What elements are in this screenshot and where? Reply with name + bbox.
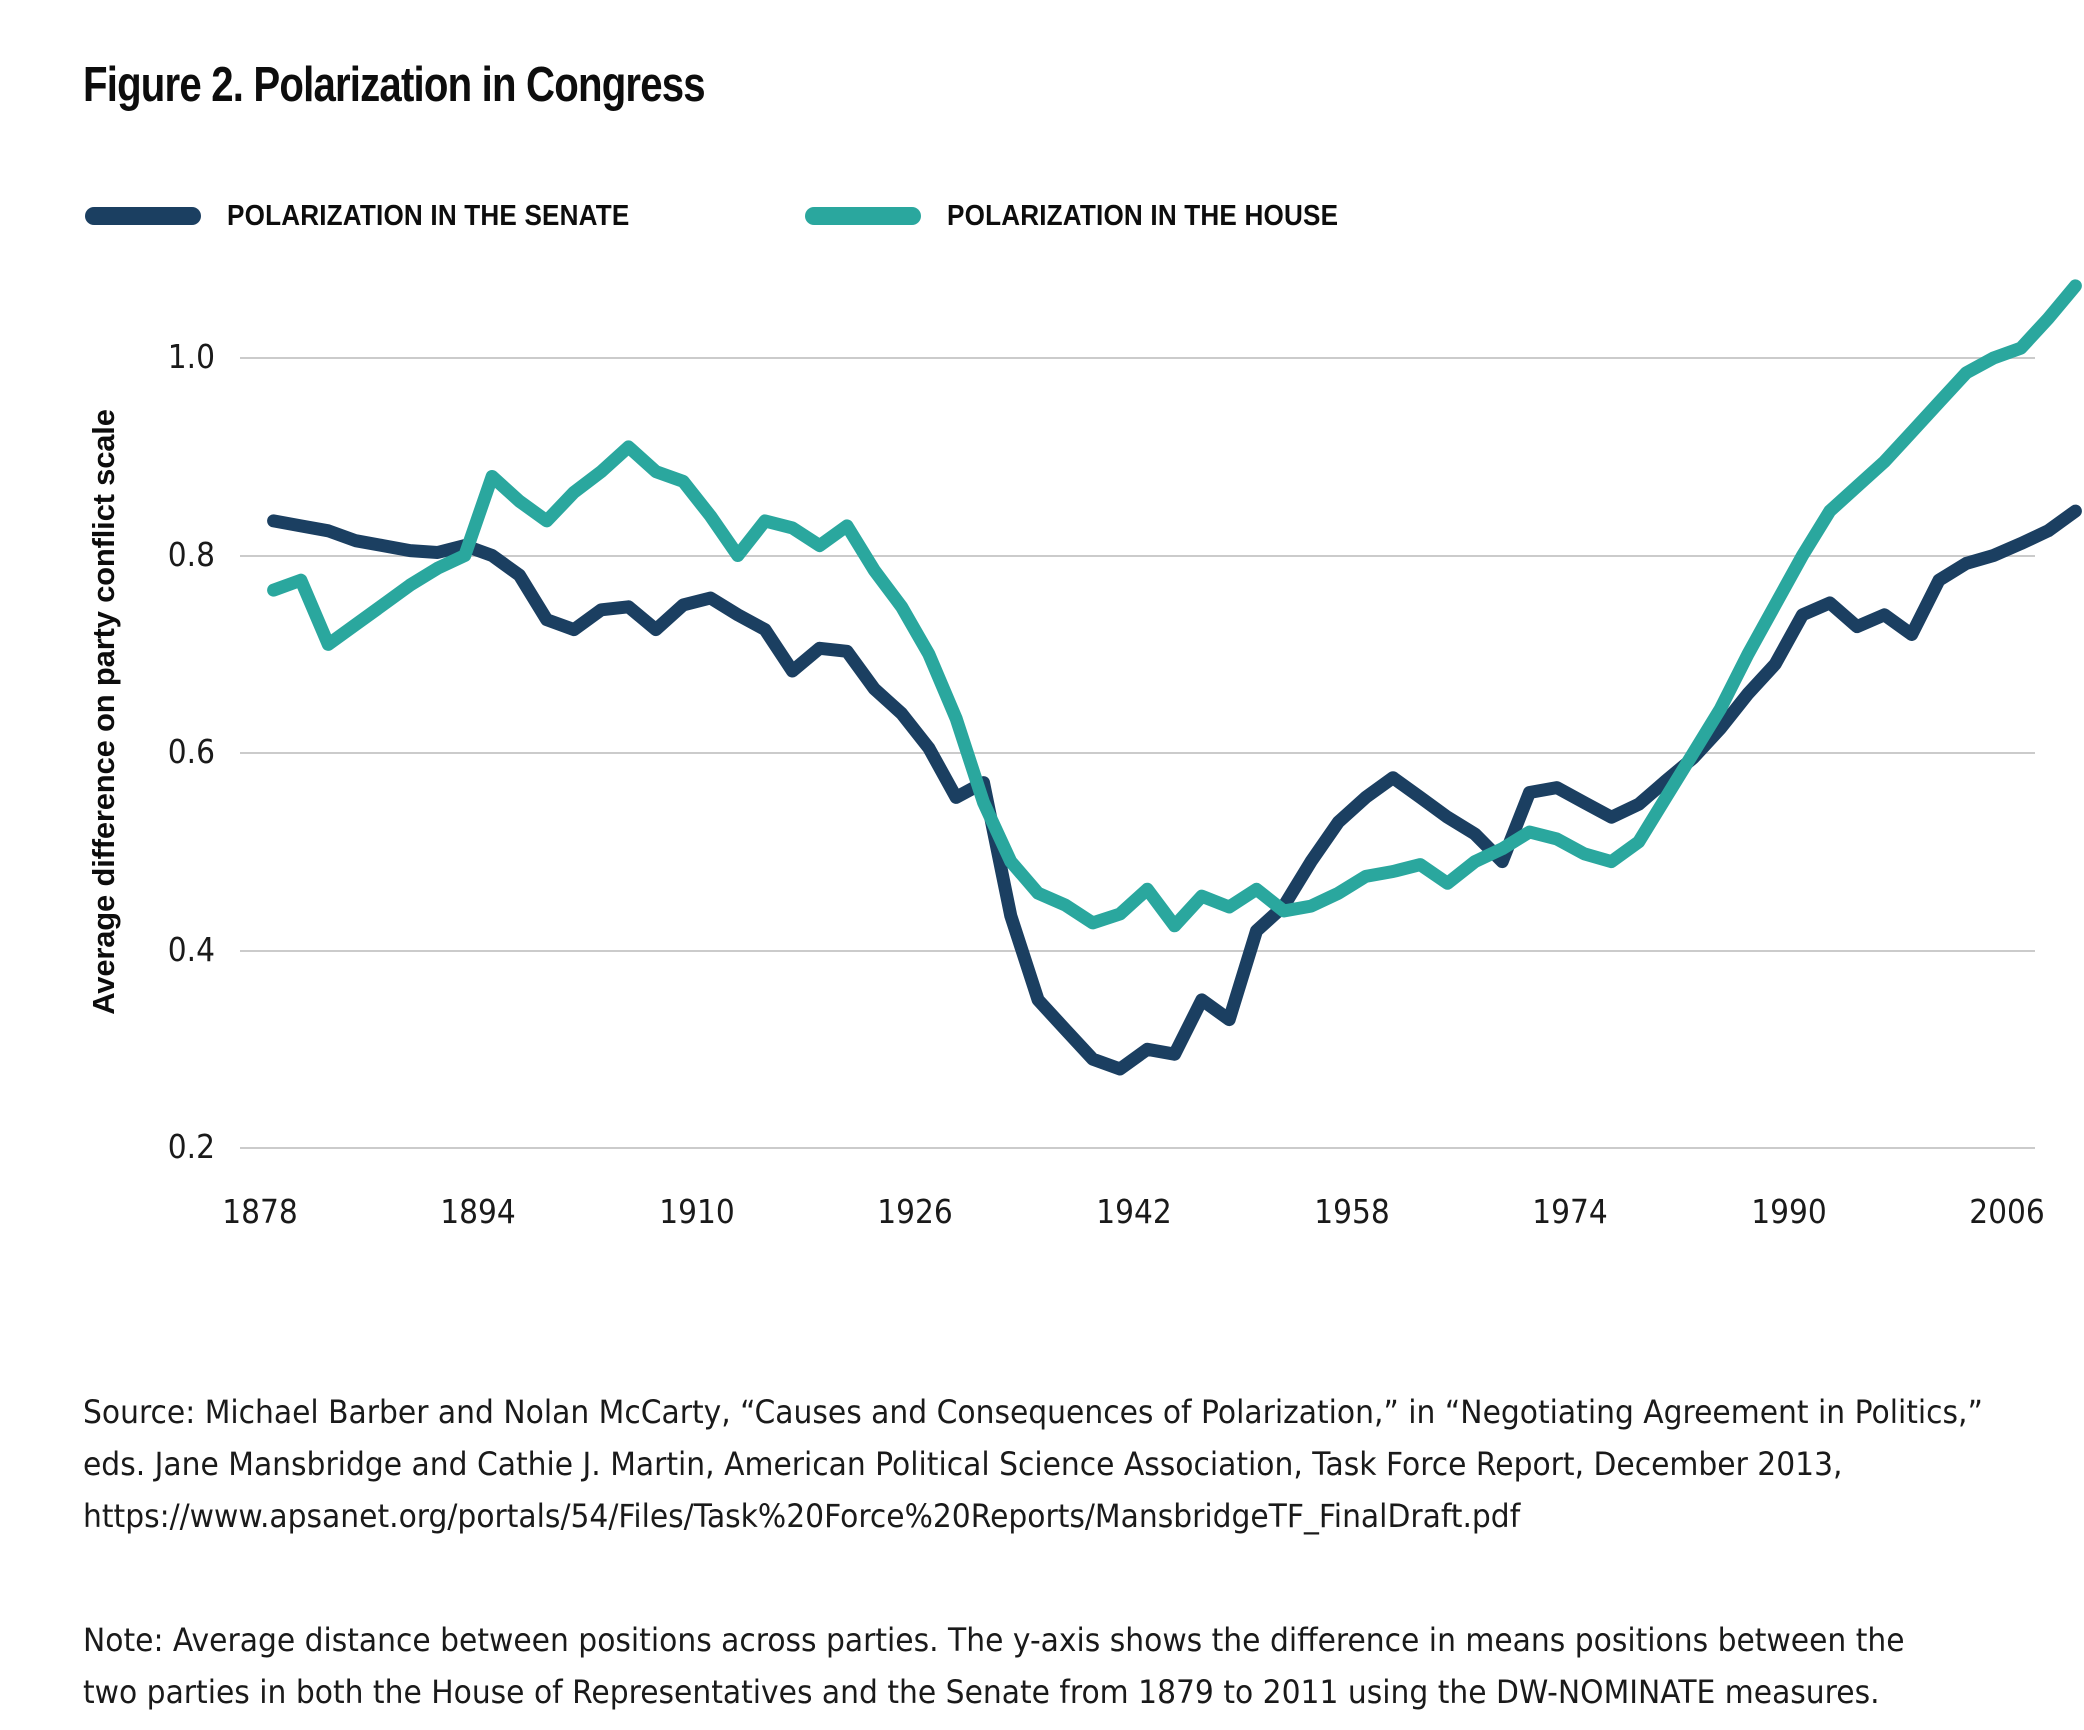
y-axis-tick-label: 0.8	[167, 534, 215, 574]
gridline-y-0.8	[240, 554, 2035, 557]
y-axis-tick-label: 0.4	[167, 929, 215, 969]
x-axis-tick-label: 1926	[877, 1192, 953, 1231]
legend: POLARIZATION IN THE SENATE POLARIZATION …	[85, 196, 1685, 240]
x-axis-tick-label: 1990	[1750, 1192, 1827, 1231]
source-url: https://www.apsanet.org/portals/54/Files…	[83, 1497, 1521, 1535]
legend-item-senate: POLARIZATION IN THE SENATE	[85, 196, 674, 236]
legend-item-house: POLARIZATION IN THE HOUSE	[805, 196, 1382, 236]
x-axis-tick-label: 1878	[222, 1192, 298, 1231]
house-line	[267, 279, 2082, 933]
y-axis-tick-label: 1.0	[167, 337, 215, 376]
gridline-y-0.2	[240, 1147, 2035, 1149]
y-axis-tick-label: 0.2	[167, 1127, 215, 1166]
source-line: Source: Michael Barber and Nolan McCarty…	[83, 1393, 1983, 1431]
note-line: two parties in both the House of Represe…	[83, 1673, 1880, 1711]
legend-label-house: POLARIZATION IN THE HOUSE	[947, 199, 1339, 232]
x-axis-tick-label: 1894	[440, 1192, 517, 1231]
senate-line-swatch-icon	[85, 207, 201, 225]
senate-line	[267, 504, 2082, 1076]
note-text: Note: Average distance between positions…	[83, 1614, 1905, 1718]
figure-title: Figure 2. Polarization in Congress	[83, 58, 706, 112]
legend-label-senate: POLARIZATION IN THE SENATE	[227, 199, 630, 232]
x-axis-tick-label: 2006	[1969, 1192, 2045, 1231]
gridline-y-1.0	[240, 357, 2035, 359]
x-axis-tick-label: 1974	[1532, 1192, 1609, 1231]
y-axis-tick-label: 0.6	[167, 732, 215, 771]
x-axis-tick-label: 1942	[1095, 1192, 1172, 1231]
house-line-swatch-icon	[805, 207, 921, 225]
source-text: Source: Michael Barber and Nolan McCarty…	[83, 1386, 1983, 1542]
gridline-y-0.4	[240, 949, 2035, 952]
x-axis-tick-label: 1958	[1314, 1192, 1390, 1231]
note-line: Note: Average distance between positions…	[83, 1621, 1905, 1659]
x-axis-tick-label: 1910	[658, 1192, 735, 1231]
gridline-y-0.6	[240, 752, 2035, 754]
source-line: eds. Jane Mansbridge and Cathie J. Marti…	[83, 1445, 1843, 1483]
